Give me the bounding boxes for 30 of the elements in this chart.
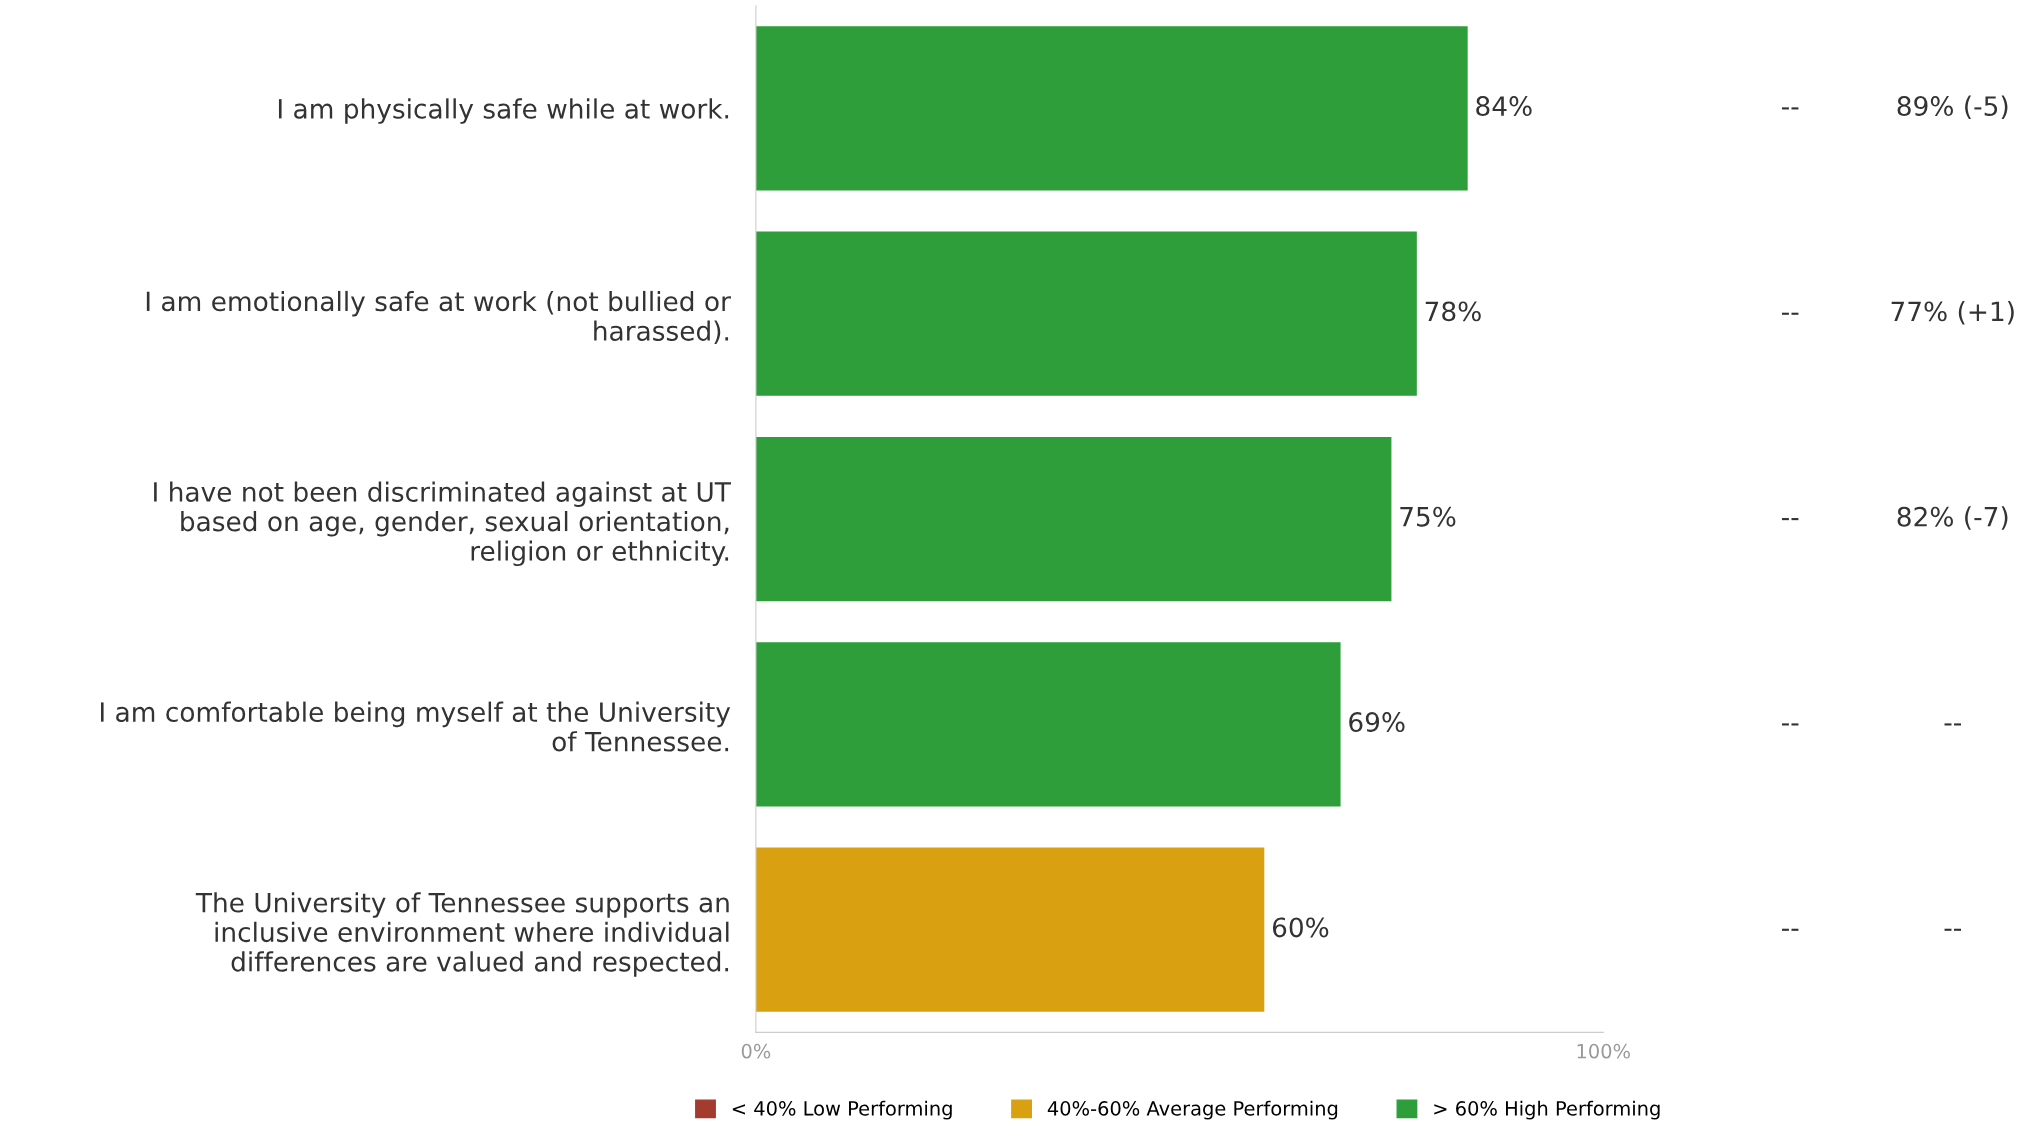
text: -- <box>1781 107 1799 110</box>
bar <box>755 26 1468 191</box>
text: -- <box>1781 312 1799 315</box>
text: 60% <box>1272 917 1329 938</box>
text: -- <box>1781 928 1799 931</box>
y-tick-label: I am physically safe while at work. <box>278 98 729 124</box>
bar <box>755 436 1392 602</box>
bar <box>755 642 1341 807</box>
y-tick-label: I am emotionally safe at work (not bullied or harassed). <box>146 290 731 344</box>
text: 89% (-5) <box>1897 95 2008 120</box>
y-tick-label: The University of Tennessee supports an inclusive environment where individual differences are valued and respected. <box>195 892 729 977</box>
legend-label: < 40% Low Performing <box>732 1100 952 1120</box>
text: 77% (+1) <box>1891 300 2014 325</box>
text: 82% (-7) <box>1897 506 2008 530</box>
x-tick-label: 0% <box>741 1043 771 1059</box>
text: 75% <box>1400 506 1456 527</box>
bar <box>755 847 1265 1012</box>
y-tick-label: I am comfortable being myself at the University of Tennessee. <box>100 701 731 752</box>
x-tick-label: 100% <box>1577 1043 1630 1059</box>
legend-label: > 60% High Performing <box>1434 1100 1660 1120</box>
text: -- <box>1944 928 1961 931</box>
text: 78% <box>1425 301 1481 322</box>
text: -- <box>1944 723 1961 726</box>
bar <box>755 231 1417 396</box>
text: 69% <box>1349 712 1405 733</box>
legend-label: 40%-60% Average Performing <box>1047 1100 1338 1120</box>
text: -- <box>1781 723 1799 726</box>
y-tick-label: I have not been discriminated against at UT based on age, gender, sexual orientation, religion or ethnicity. <box>154 481 731 567</box>
text: -- <box>1781 518 1799 521</box>
text: 84% <box>1476 96 1532 117</box>
